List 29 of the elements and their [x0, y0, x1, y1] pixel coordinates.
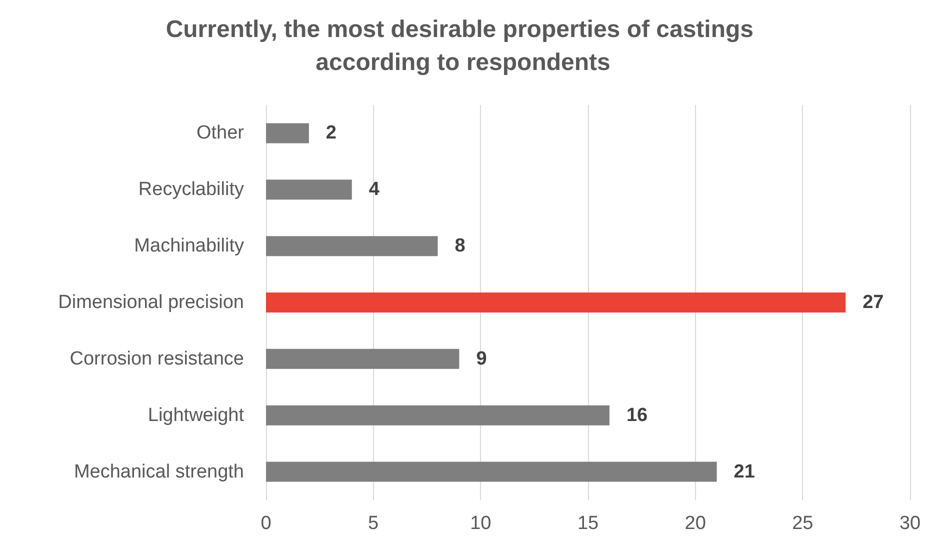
x-tick-label: 5 [368, 513, 379, 534]
x-tick-label: 30 [899, 513, 921, 534]
x-tick-label: 0 [260, 513, 272, 534]
bar [266, 405, 610, 426]
y-tick-label: Other [196, 122, 245, 144]
chart-title: Currently, the most desirable properties of castings according to respondents [166, 16, 760, 76]
y-tick-label: Dimensional precision [58, 292, 244, 313]
bar [266, 348, 460, 369]
data-label: 8 [454, 236, 466, 257]
y-tick-label: Lightweight [148, 404, 245, 426]
y-tick-label: Recyclability [138, 179, 244, 200]
data-label: 16 [626, 404, 648, 426]
bar [266, 462, 717, 482]
y-tick-label: Corrosion resistance [70, 348, 244, 370]
bar [266, 123, 309, 144]
bar [266, 292, 846, 312]
data-label: 27 [862, 292, 884, 313]
data-label: 21 [734, 461, 756, 482]
bar [266, 236, 438, 256]
x-tick-label: 25 [792, 513, 814, 534]
bar [266, 180, 352, 200]
x-tick-label: 20 [684, 513, 706, 534]
y-tick-label: Machinability [134, 236, 244, 257]
y-tick-label: Mechanical strength [74, 461, 244, 482]
x-tick-label: 10 [470, 513, 492, 534]
data-label: 2 [326, 122, 337, 144]
x-tick-label: 15 [577, 513, 599, 534]
data-label: 9 [476, 348, 487, 370]
data-label: 4 [368, 179, 380, 200]
